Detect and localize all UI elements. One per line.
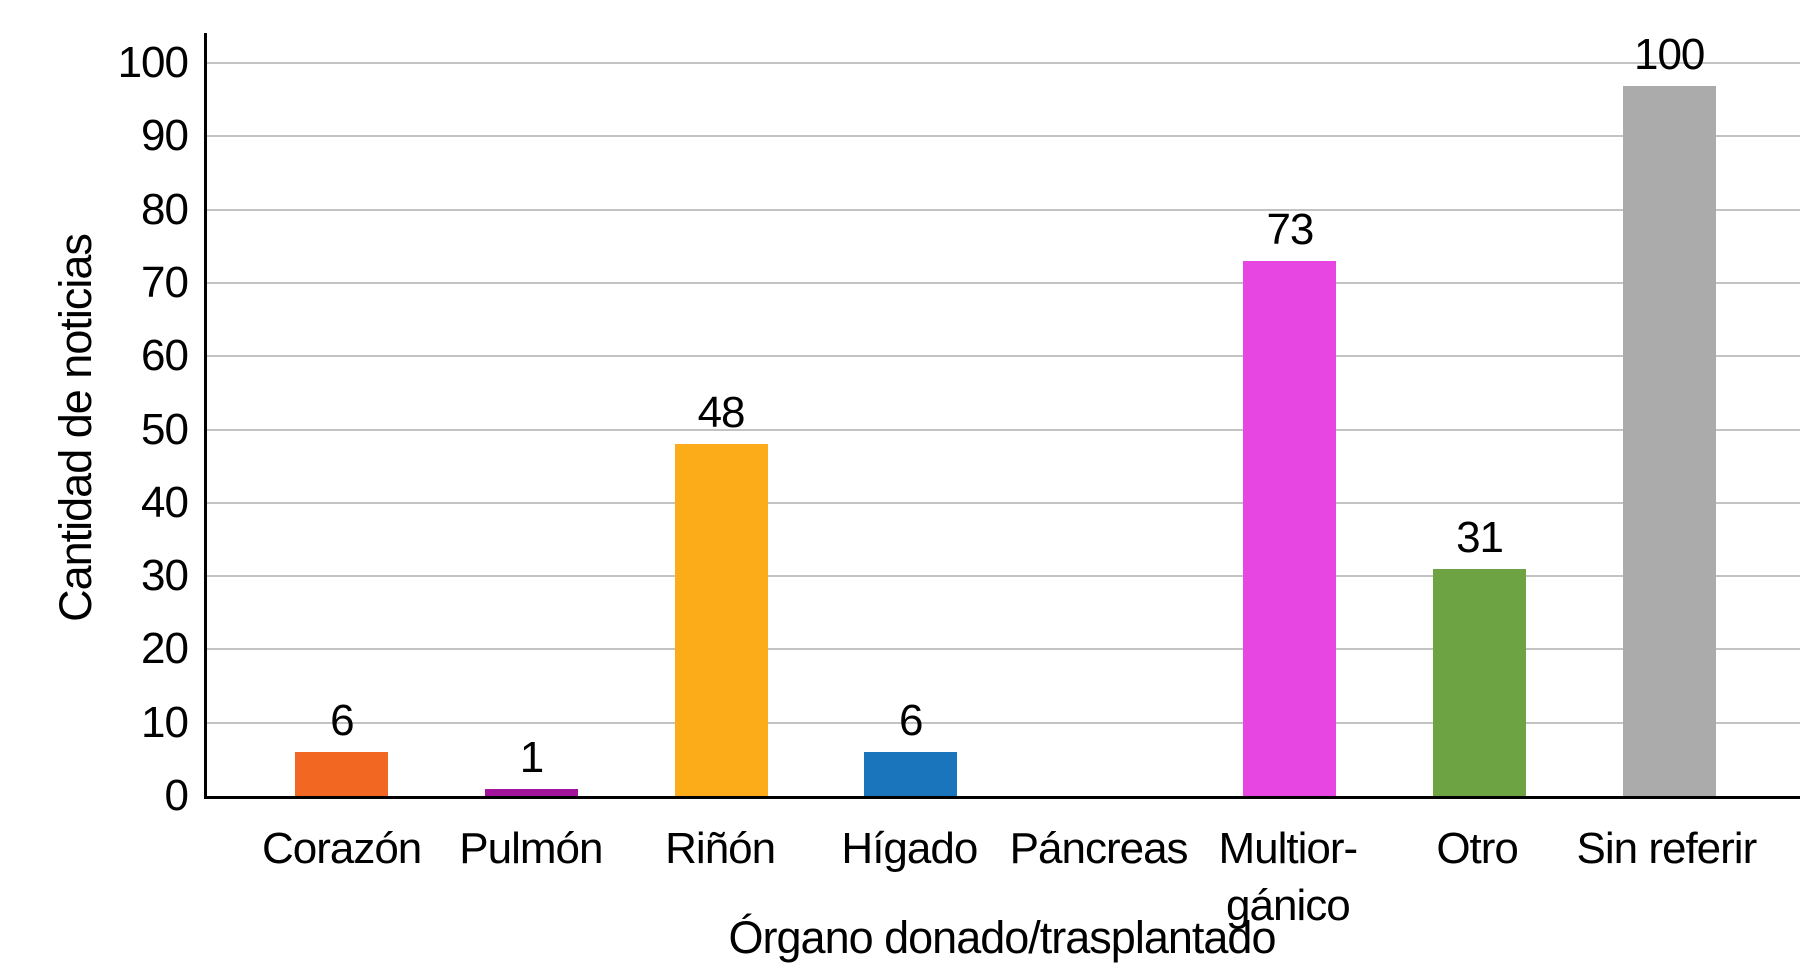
y-tick-label: 70: [141, 257, 189, 307]
gridline: [207, 501, 1800, 504]
bar-group: 6: [247, 33, 437, 796]
bars-row: 6 1 48 6 73 31 100: [207, 33, 1800, 796]
bar: [674, 444, 768, 796]
bar-value-label: 6: [898, 696, 924, 745]
x-axis-category-labels: Corazón Pulmón Riñón Hígado Páncreas Multior-…: [207, 820, 1797, 934]
gridline: [207, 648, 1800, 651]
y-axis-tick-labels: 0 10 20 30 40 50 60 70 80 90 100: [0, 33, 189, 818]
bar-group: 100: [1574, 33, 1764, 796]
bar-group: [1006, 33, 1196, 796]
gridline: [207, 281, 1800, 284]
bar-group: 6: [816, 33, 1006, 796]
bar: [1622, 86, 1716, 796]
bar: [295, 752, 389, 796]
y-tick-label: 20: [141, 624, 189, 674]
y-tick-label: 50: [141, 404, 189, 454]
y-tick-label: 10: [141, 697, 189, 747]
x-category-label: Corazón: [261, 824, 422, 873]
gridline: [207, 135, 1800, 138]
bar: [484, 789, 578, 796]
bar-value-label: 73: [1266, 205, 1314, 254]
x-category-label: Pulmón: [459, 824, 603, 873]
bar-group: 48: [626, 33, 816, 796]
bar-group: 73: [1195, 33, 1385, 796]
x-category-label: Otro: [1436, 824, 1519, 873]
bar-value-label: 100: [1633, 30, 1705, 79]
gridline: [207, 575, 1800, 578]
x-axis-title: Órgano donado/trasplantado: [728, 912, 1277, 963]
y-tick-label: 90: [141, 111, 189, 161]
bar: [1433, 569, 1527, 796]
x-category-label: Hígado: [841, 824, 978, 873]
bar-value-label: 31: [1456, 513, 1504, 562]
x-category-label: Riñón: [665, 824, 776, 873]
y-tick-label: 0: [164, 771, 190, 820]
gridline: [207, 721, 1800, 724]
y-tick-label: 30: [141, 551, 189, 601]
gridline: [207, 62, 1800, 64]
x-category-label: Multior- gánico: [1218, 824, 1359, 931]
bar-group: 1: [437, 33, 627, 796]
gridline: [207, 428, 1800, 431]
bar-value-label: 48: [697, 388, 746, 437]
gridline: [207, 208, 1800, 211]
y-tick-label: 60: [141, 331, 189, 381]
y-tick-label: 80: [141, 184, 189, 234]
x-category-label: Sin referir: [1576, 824, 1758, 873]
bar-value-label: 1: [519, 733, 545, 782]
y-tick-label: 100: [117, 38, 189, 87]
bar: [864, 752, 958, 796]
gridline: [207, 355, 1800, 358]
plot-area: 6 1 48 6 73 31 100: [204, 33, 1800, 799]
y-tick-label: 40: [141, 477, 189, 527]
bar-group: 31: [1385, 33, 1575, 796]
bar-value-label: 6: [330, 696, 355, 745]
bar: [1243, 261, 1337, 796]
x-category-label: Páncreas: [1009, 824, 1189, 873]
